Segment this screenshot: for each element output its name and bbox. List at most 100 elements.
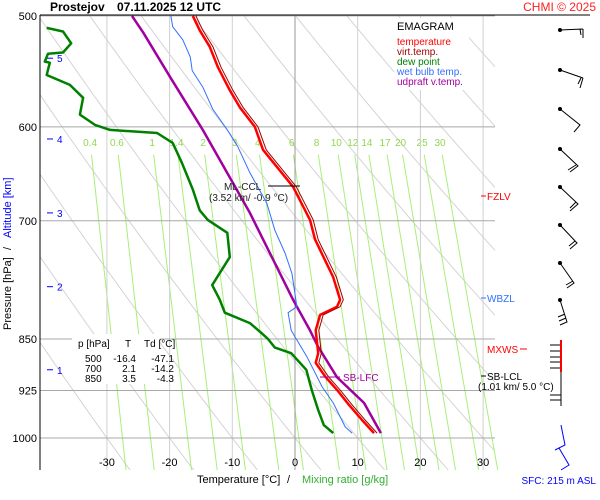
altitude-tick-label: 2	[57, 283, 63, 294]
legend-box	[394, 18, 469, 90]
x-axis-title: Temperature [°C]	[197, 474, 280, 486]
series-line-temperature	[191, 15, 375, 434]
mixing-ratio-label: 1	[149, 138, 155, 149]
dry-adiabat-line	[294, 15, 495, 252]
station-name: Prostejov	[50, 0, 105, 14]
series-line-udpraft-v-temp	[130, 15, 382, 434]
mixing-ratio-label: 20	[395, 138, 407, 149]
legend-item: temperature	[397, 37, 451, 48]
table-cell: -14.2	[151, 364, 174, 375]
datetime: 07.11.2025 12 UTC	[117, 0, 221, 14]
x-tick-label: -20	[162, 457, 178, 469]
y-axis-title: Pressure [hPa] / Altitude [km]	[2, 177, 14, 330]
wind-barbs	[550, 28, 584, 471]
surface-wind-icon	[554, 424, 570, 471]
wind-barb-icon	[558, 147, 579, 173]
wind-profile-icon	[550, 340, 562, 406]
mixing-ratio-line	[354, 154, 405, 471]
mixing-ratio-label: 25	[417, 138, 429, 149]
mixing-ratio-label: 4	[255, 138, 261, 149]
sb-lcl-info: (1.01 km/ 5.0 °C)	[478, 382, 554, 393]
dry-adiabat-line	[140, 15, 495, 453]
mixing-ratio-line	[368, 154, 421, 471]
fzlv-label: FZLV	[487, 192, 511, 203]
wind-barb-icon	[558, 261, 575, 289]
legend-title: EMAGRAM	[397, 21, 454, 33]
mxws-label: MXWS	[487, 345, 518, 356]
wind-barb-icon	[558, 68, 584, 89]
mixing-ratio-label: 0.4	[83, 138, 97, 149]
ml-ccl-label: ML-CCL	[224, 182, 262, 193]
mixing-ratio-line	[386, 154, 440, 471]
x-tick-label: -30	[99, 457, 115, 469]
dry-adiabat-line	[40, 255, 195, 470]
altitude-tick-label: 1	[57, 366, 63, 377]
legend-item: virt.temp.	[397, 47, 438, 58]
series-line-wet-bulb-temp	[170, 15, 353, 434]
wind-barb-icon	[557, 298, 568, 326]
wind-barb-icon	[558, 223, 578, 250]
dry-adiabat-line	[242, 15, 495, 316]
x-tick-label: 20	[414, 457, 426, 469]
table-header-td: Td [°C]	[144, 339, 175, 350]
legend-item: wet bulb temp.	[396, 67, 462, 78]
mixing-ratio-label: 6	[289, 138, 295, 149]
table-box	[72, 334, 160, 384]
altitude-tick-label: 5	[57, 54, 63, 65]
mixing-ratio-label: 2	[200, 138, 206, 149]
table-cell: 3.5	[122, 374, 136, 385]
mixing-ratio-label: 8	[314, 138, 320, 149]
y-axis-title-pressure: Pressure [hPa]	[2, 257, 14, 330]
mixing-ratio-line	[117, 154, 155, 471]
legend-item: dew point	[397, 57, 440, 68]
sb-lcl-label: SB-LCL	[487, 372, 522, 383]
y-tick-label: 1000	[13, 433, 37, 445]
dry-adiabat-line	[40, 173, 258, 470]
mixing-ratio-line	[337, 154, 388, 471]
data-table: p [hPa] T Td [°C] 500 -16.4 -47.1 700 2.…	[78, 339, 175, 385]
mixing-ratio-line	[423, 154, 480, 471]
mixing-ratio-line	[91, 154, 127, 471]
surface-elevation: SFC: 215 m ASL	[522, 476, 597, 487]
series-line-dew-point	[43, 26, 335, 435]
mixing-ratio-label: 0.6	[110, 138, 124, 149]
mixing-ratio-label: 3	[232, 138, 238, 149]
table-header-p: p [hPa]	[78, 339, 110, 350]
mixing-ratio-label: 10	[331, 138, 343, 149]
ml-ccl-info: (3.52 km/ -0.9 °C)	[209, 193, 288, 204]
mixing-ratio-label: 14	[361, 138, 373, 149]
wind-barb-icon	[558, 185, 579, 212]
altitude-tick-label: 3	[57, 209, 63, 220]
wind-barb-icon	[558, 28, 584, 38]
legend-item: udpraft v.temp.	[397, 77, 463, 88]
y-tick-label: 600	[19, 122, 37, 134]
mixing-ratio-line	[177, 154, 218, 471]
y-tick-label: 500	[19, 11, 37, 23]
mixing-ratio-line	[153, 154, 192, 471]
table-cell: -47.1	[151, 354, 174, 365]
dry-adiabat-line	[88, 15, 449, 470]
table-cell: 500	[85, 354, 102, 365]
y-tick-label: 700	[19, 216, 37, 228]
y-axis-separator: /	[2, 246, 14, 250]
dry-adiabat-line	[40, 93, 322, 470]
table-cell: 2.1	[122, 364, 136, 375]
mixing-ratio-line	[259, 154, 304, 471]
mixing-ratio-label: 30	[434, 138, 446, 149]
copyright: CHMI © 2025	[523, 0, 596, 14]
y-axis-title-altitude: Altitude [km]	[2, 177, 14, 238]
dry-adiabat-line	[191, 15, 495, 383]
mixing-ratio-label: 12	[347, 138, 359, 149]
x-tick-label: -10	[224, 457, 240, 469]
table-header-t: T	[125, 339, 131, 350]
mixing-ratio-line	[402, 154, 456, 471]
dry-adiabat-line	[40, 341, 131, 470]
x-tick-label: 0	[292, 457, 298, 469]
mixing-ratio-line	[441, 154, 499, 471]
y-tick-label: 850	[19, 334, 37, 346]
mixing-ratio-label: 1.4	[170, 138, 184, 149]
altitude-tick-label: 4	[57, 135, 63, 146]
